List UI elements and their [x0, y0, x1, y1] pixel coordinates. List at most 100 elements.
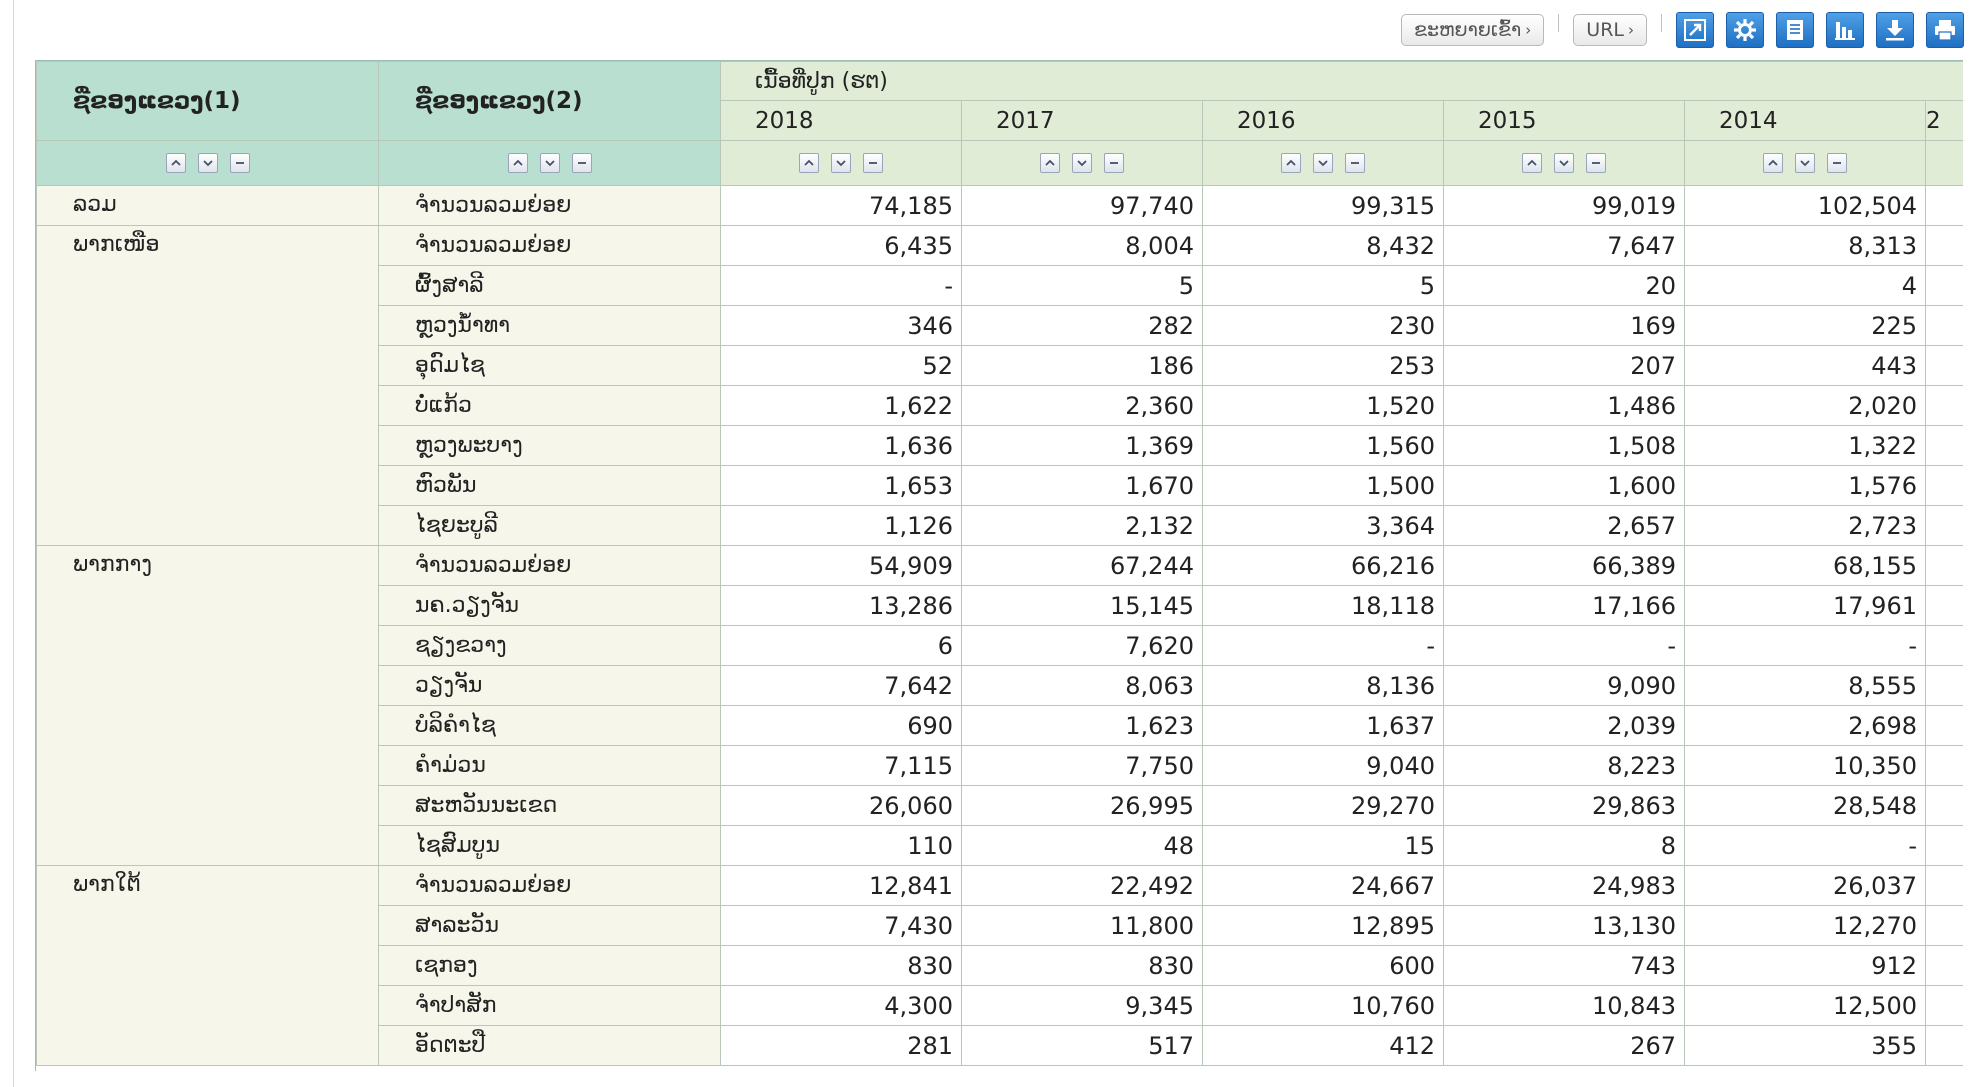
value-cell: 68,155 [1684, 545, 1926, 586]
year-sort-controls [1443, 140, 1685, 186]
value-cell: 29,863 [1443, 785, 1685, 826]
year-sort-desc-button[interactable] [1072, 153, 1092, 174]
year-column-header[interactable]: 2017 [961, 100, 1203, 141]
value-cell: 169 [1443, 305, 1685, 346]
dim2-sort-asc-button[interactable] [507, 153, 528, 174]
year-sort-controls [1684, 140, 1926, 186]
value-cell: 830 [720, 945, 962, 986]
value-cell: 8,136 [1202, 665, 1444, 706]
value-cell: 99,315 [1202, 185, 1444, 226]
value-cell: - [1684, 825, 1926, 866]
value-cell: 8,432 [1202, 225, 1444, 266]
value-cell: 9,090 [1443, 665, 1685, 706]
value-cell: 67,244 [961, 545, 1203, 586]
dim1-remove-button[interactable] [229, 153, 250, 174]
value-cell: 230 [1202, 305, 1444, 346]
year-remove-button[interactable] [1104, 153, 1124, 174]
region-cell: ລວມ [36, 185, 379, 226]
province-cell: ສາລະວັນ [378, 905, 721, 946]
province-cell: ຈຳປາສັກ [378, 985, 721, 1026]
minus-icon [1592, 162, 1600, 165]
chevron-down-icon [544, 160, 555, 167]
value-cell: 2,657 [1443, 505, 1685, 546]
province-cell: ຜົ້ງສາລີ [378, 265, 721, 306]
year-sort-desc-button[interactable] [1795, 153, 1815, 174]
province-cell: ຊຽງຂວາງ [378, 625, 721, 666]
value-cell: 15 [1202, 825, 1444, 866]
region-cell: ພາກໃຕ້ [36, 865, 379, 1066]
value-cell: 10,843 [1443, 985, 1685, 1026]
table-row: ຈຳປາສັກ 4,300 9,345 10,760 10,843 12,500 [37, 985, 1963, 1026]
expand-button[interactable]: ຂະຫຍາຍເຂົ້າ › [1401, 14, 1545, 46]
value-cell: 1,653 [720, 465, 962, 506]
settings-icon [1734, 19, 1756, 41]
value-cell: - [1443, 625, 1685, 666]
value-cell: 7,620 [961, 625, 1203, 666]
value-cell: 12,500 [1684, 985, 1926, 1026]
dim1-column-header[interactable]: ຊື່ຂອງແຂວງ(1) [36, 61, 379, 141]
year-remove-button[interactable] [1345, 153, 1365, 174]
print-icon [1935, 20, 1955, 41]
value-cell: 12,841 [720, 865, 962, 906]
year-column-header[interactable]: 2018 [720, 100, 962, 141]
value-cell-partial [1925, 945, 1963, 986]
table-row: ຄຳມ່ວນ 7,115 7,750 9,040 8,223 10,350 [37, 745, 1963, 786]
year-sort-desc-button[interactable] [1554, 153, 1574, 174]
year-remove-button[interactable] [1586, 153, 1606, 174]
table-row: ສາລະວັນ 7,430 11,800 12,895 13,130 12,270 [37, 905, 1963, 946]
url-chevron-icon: › [1628, 21, 1634, 39]
dim1-sort-asc-button[interactable] [165, 153, 186, 174]
value-cell-partial [1925, 705, 1963, 746]
document-button[interactable] [1776, 12, 1814, 48]
value-cell: 600 [1202, 945, 1444, 986]
value-cell: 2,132 [961, 505, 1203, 546]
value-cell: 26,037 [1684, 865, 1926, 906]
value-cell-partial [1925, 825, 1963, 866]
download-button[interactable] [1876, 12, 1914, 48]
dim1-sort-desc-button[interactable] [197, 153, 218, 174]
year-remove-button[interactable] [863, 153, 883, 174]
year-sort-asc-button[interactable] [1763, 153, 1783, 174]
value-cell: 15,145 [961, 585, 1203, 626]
url-button-label: URL [1586, 19, 1624, 41]
year-column-header[interactable]: 2016 [1202, 100, 1444, 141]
year-sort-asc-button[interactable] [1040, 153, 1060, 174]
year-sort-asc-button[interactable] [799, 153, 819, 174]
document-icon [1787, 20, 1803, 40]
table-row: ເຊກອງ 830 830 600 743 912 [37, 945, 1963, 986]
year-column-header[interactable]: 2015 [1443, 100, 1685, 141]
year-sort-desc-button[interactable] [831, 153, 851, 174]
chevron-down-icon [836, 160, 846, 167]
print-button[interactable] [1926, 12, 1964, 48]
dim2-column-header[interactable]: ຊື່ຂອງແຂວງ(2) [378, 61, 721, 141]
year-sort-asc-button[interactable] [1281, 153, 1301, 174]
table-row: ບໍ່ແກ້ວ 1,622 2,360 1,520 1,486 2,020 [37, 385, 1963, 426]
year-remove-button[interactable] [1827, 153, 1847, 174]
settings-button[interactable] [1726, 12, 1764, 48]
value-cell: - [1684, 625, 1926, 666]
table-row: ຫຼວງພະບາງ 1,636 1,369 1,560 1,508 1,322 [37, 425, 1963, 466]
value-cell: 1,508 [1443, 425, 1685, 466]
chevron-down-icon [1800, 160, 1810, 167]
value-cell-partial [1925, 585, 1963, 626]
value-cell: 1,600 [1443, 465, 1685, 506]
dim2-remove-button[interactable] [571, 153, 592, 174]
year-column-header[interactable]: 2014 [1684, 100, 1926, 141]
year-sort-desc-button[interactable] [1313, 153, 1333, 174]
chevron-down-icon [202, 160, 213, 167]
value-cell: 1,520 [1202, 385, 1444, 426]
value-cell: 17,961 [1684, 585, 1926, 626]
year-sort-asc-button[interactable] [1522, 153, 1542, 174]
resize-button[interactable] [1676, 12, 1714, 48]
dim2-sort-desc-button[interactable] [539, 153, 560, 174]
value-cell-partial [1925, 425, 1963, 466]
minus-icon [1110, 162, 1118, 165]
table-row: ຊຽງຂວາງ 6 7,620- - - [37, 625, 1963, 666]
province-cell: ບໍລິຄຳໄຊ [378, 705, 721, 746]
value-cell: 282 [961, 305, 1203, 346]
minus-icon [577, 162, 586, 165]
table-row: ພາກເໜືອ ຈຳນວນລວມຍ່ອຍ 6,435 8,004 8,432 7,647 8… [36, 225, 1963, 546]
url-button[interactable]: URL › [1573, 14, 1647, 46]
chart-button[interactable] [1826, 12, 1864, 48]
value-cell: 8 [1443, 825, 1685, 866]
